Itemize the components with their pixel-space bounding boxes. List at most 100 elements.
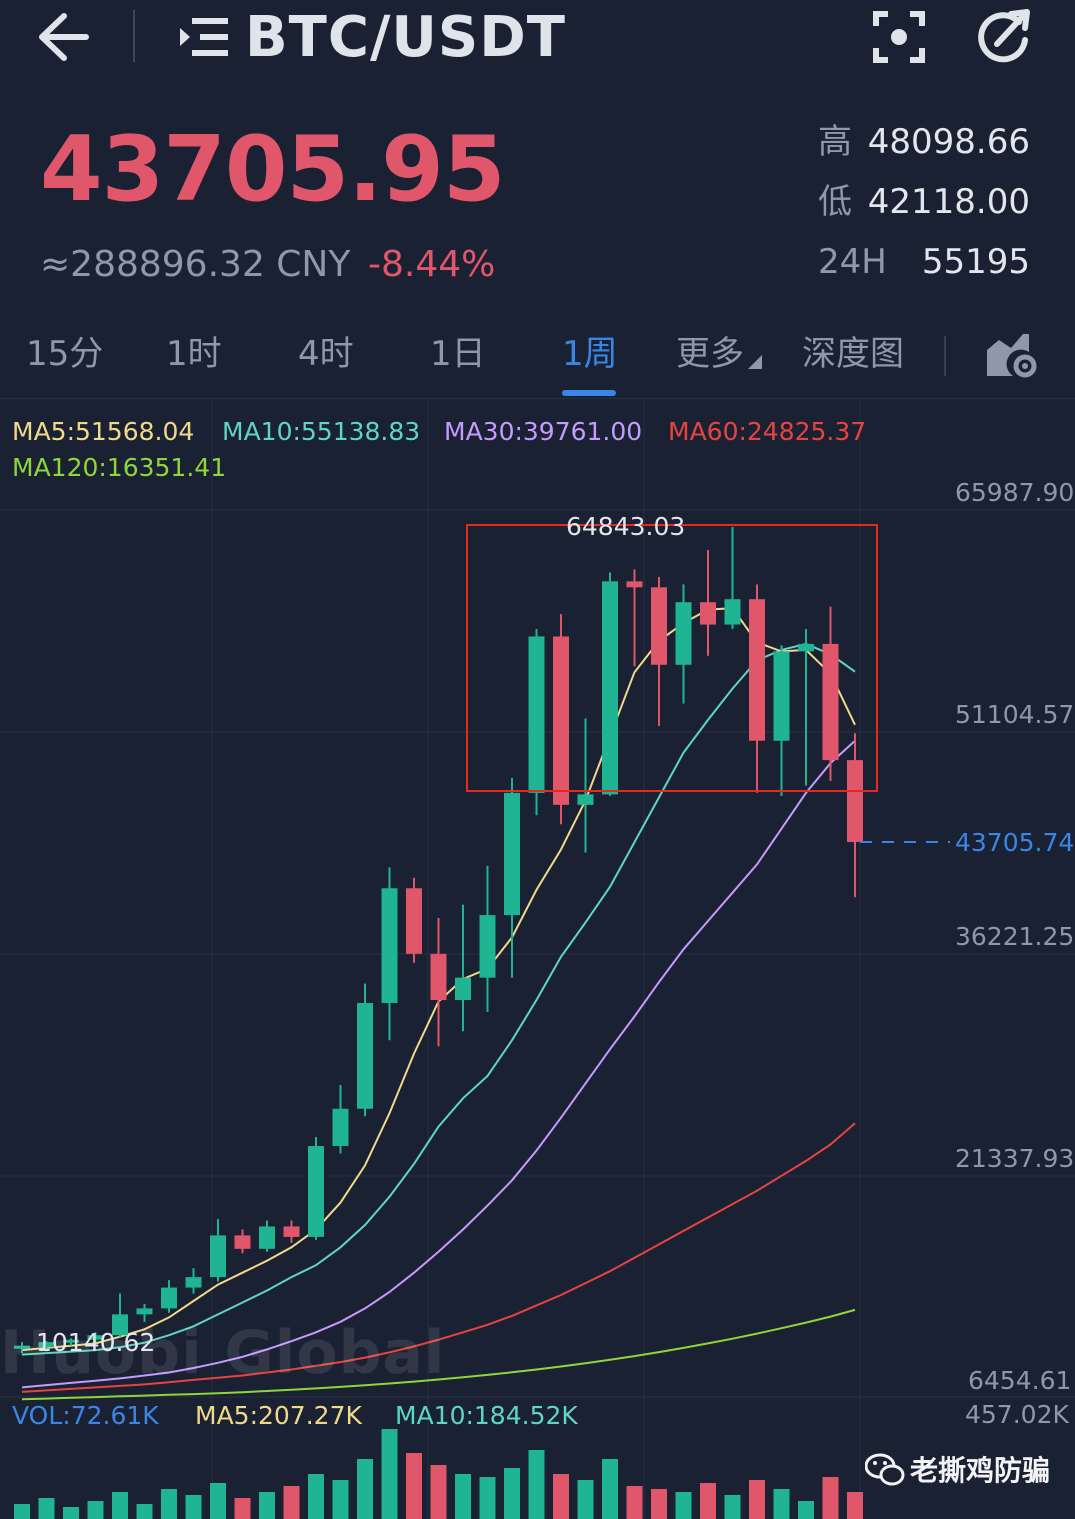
volume-bar-14 (332, 1480, 349, 1519)
menu-list-icon[interactable] (178, 16, 230, 58)
volume-bar-25 (602, 1459, 618, 1519)
max-price-label: 64843.03 (566, 512, 686, 541)
candle-body-11 (259, 1226, 275, 1249)
high-value: 48098.66 (867, 122, 1030, 162)
tab-more[interactable]: 更多 (676, 332, 762, 376)
tab-4h[interactable]: 4时 (298, 334, 354, 374)
volume-bar-7 (161, 1489, 177, 1519)
volume-24h-label: 24H (818, 242, 887, 282)
volume-bar-32 (773, 1489, 790, 1519)
high-label: 高 (818, 122, 852, 162)
ma10-line (21, 642, 856, 1356)
candle-body-16 (381, 888, 398, 1003)
vol-ma10-legend: MA10:184.52K (395, 1401, 578, 1430)
chart-grid (0, 398, 1075, 1519)
volume-bar-2 (38, 1498, 55, 1519)
highlight-box (466, 524, 878, 792)
candle-body-31 (749, 599, 765, 741)
y-axis-label-5: 6454.61 (968, 1366, 1072, 1395)
volume-bar-9 (210, 1483, 226, 1519)
volume-bar-17 (406, 1453, 422, 1519)
candle-body-21 (504, 792, 520, 916)
ma10-legend: MA10:55138.83 (222, 417, 421, 446)
candle-body-20 (479, 915, 496, 978)
ma60-line (21, 1122, 856, 1393)
candle-body-9 (210, 1235, 226, 1278)
top-bar: BTC/USDT (0, 0, 1075, 80)
low-label: 低 (818, 182, 852, 222)
ma30-line (21, 740, 856, 1389)
candle-body-24 (577, 794, 594, 805)
volume-bar-15 (357, 1459, 373, 1519)
volume-axis-max: 457.02K (965, 1400, 1069, 1429)
last-price-axis-marker: 43705.74 (955, 828, 1075, 857)
volume-bar-12 (283, 1486, 300, 1519)
candle-body-23 (553, 636, 569, 805)
candle-body-34 (822, 643, 839, 761)
volume-bar-11 (259, 1492, 275, 1519)
vol-legend: VOL:72.61K (12, 1401, 159, 1430)
wechat-icon (865, 1453, 905, 1486)
volume-bar-30 (724, 1495, 741, 1519)
volume-bar-5 (112, 1492, 128, 1519)
volume-bar-34 (822, 1477, 839, 1519)
y-axis-label-2: 51104.57 (955, 700, 1075, 729)
candle-body-28 (675, 602, 692, 665)
candle-body-10 (234, 1235, 251, 1249)
volume-bar-13 (308, 1474, 324, 1519)
volume-bar-18 (430, 1465, 447, 1519)
candle-body-3 (63, 1339, 79, 1343)
volume-bar-28 (675, 1492, 692, 1519)
tabs-bottom-border (0, 398, 1075, 399)
candle-body-19 (455, 977, 471, 1001)
ma120-line (21, 1308, 856, 1401)
dropdown-triangle-icon (748, 355, 762, 369)
back-arrow-icon[interactable] (34, 8, 94, 66)
volume-bar-27 (651, 1489, 667, 1519)
candle-body-1 (14, 1345, 30, 1349)
tab-1d[interactable]: 1日 (430, 334, 486, 374)
kline-chart[interactable] (0, 398, 1075, 1519)
volume-bar-24 (577, 1480, 594, 1519)
volume-bar-19 (455, 1474, 471, 1519)
y-axis-label-4: 21337.93 (955, 1144, 1075, 1173)
candle-body-26 (626, 581, 643, 588)
volume-bar-35 (847, 1492, 863, 1519)
last-price: 43705.95 (40, 117, 506, 222)
volume-bar-16 (381, 1429, 398, 1519)
candle-body-2 (38, 1342, 55, 1348)
candle-body-18 (430, 953, 447, 1001)
tab-1h[interactable]: 1时 (166, 334, 222, 374)
wechat-account-name: 老撕鸡防骗 (910, 1454, 1051, 1487)
candle-body-15 (357, 1002, 373, 1109)
candle-body-30 (724, 599, 741, 625)
trading-pair-title[interactable]: BTC/USDT (245, 5, 566, 70)
chart-settings-icon[interactable] (983, 330, 1039, 378)
candle-body-25 (602, 581, 618, 795)
candle-body-22 (528, 636, 545, 793)
volume-bars (14, 1429, 863, 1519)
candlesticks (14, 527, 863, 1354)
volume-bar-6 (136, 1504, 153, 1519)
scan-fullscreen-icon[interactable] (872, 10, 926, 64)
huobi-watermark: Huobi Global (0, 1318, 446, 1388)
candle-body-29 (700, 602, 716, 625)
tab-1w[interactable]: 1周 (562, 334, 618, 374)
candle-body-33 (798, 643, 814, 652)
interval-tabs: 15分 1时 4时 1日 1周 更多 深度图 (0, 320, 1075, 398)
y-axis-label-3: 36221.25 (955, 922, 1075, 951)
tab-15m[interactable]: 15分 (26, 334, 104, 374)
min-price-label: 10140.62 (36, 1328, 156, 1357)
candle-body-27 (651, 587, 667, 665)
low-value: 42118.00 (867, 182, 1030, 222)
volume-bar-33 (798, 1501, 814, 1519)
tab-depth-chart[interactable]: 深度图 (802, 334, 904, 374)
candle-body-4 (87, 1335, 104, 1340)
ma30-legend: MA30:39761.00 (444, 417, 643, 446)
volume-bar-3 (63, 1507, 79, 1519)
refresh-icon[interactable] (975, 8, 1033, 66)
tab-separator (944, 336, 946, 376)
candle-body-8 (185, 1277, 202, 1288)
candle-body-6 (136, 1308, 153, 1315)
active-tab-indicator (562, 390, 616, 396)
